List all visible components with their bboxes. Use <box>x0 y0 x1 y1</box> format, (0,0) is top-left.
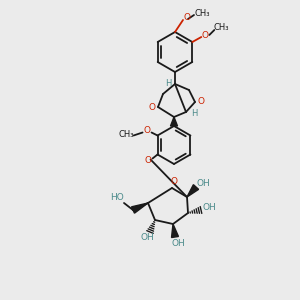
Text: O: O <box>202 31 209 40</box>
Polygon shape <box>172 224 178 238</box>
Polygon shape <box>170 117 178 126</box>
Text: H: H <box>191 109 197 118</box>
Text: O: O <box>184 13 190 22</box>
Polygon shape <box>187 185 199 197</box>
Text: CH₃: CH₃ <box>119 130 134 139</box>
Text: O: O <box>144 156 151 165</box>
Text: CH₃: CH₃ <box>214 23 229 32</box>
Text: CH₃: CH₃ <box>194 8 210 17</box>
Text: O: O <box>197 98 205 106</box>
Text: O: O <box>143 126 150 135</box>
Polygon shape <box>131 203 148 213</box>
Text: O: O <box>148 103 155 112</box>
Text: H: H <box>165 79 171 88</box>
Text: OH: OH <box>140 233 154 242</box>
Text: OH: OH <box>202 203 216 212</box>
Text: HO: HO <box>110 194 124 202</box>
Text: OH: OH <box>171 238 185 247</box>
Text: O: O <box>170 176 178 185</box>
Text: OH: OH <box>196 178 210 188</box>
